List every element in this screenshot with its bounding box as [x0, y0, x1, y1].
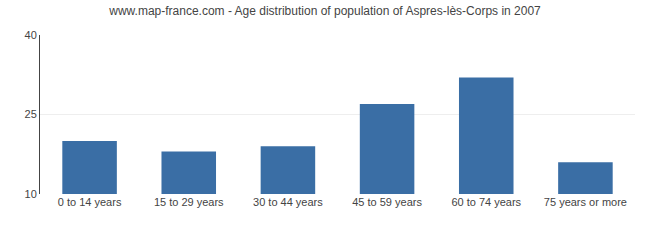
svg-text:75 years or more: 75 years or more	[544, 196, 627, 208]
svg-text:60 to 74 years: 60 to 74 years	[451, 196, 521, 208]
svg-text:40: 40	[25, 29, 37, 41]
svg-text:25: 25	[25, 108, 37, 120]
svg-text:www.map-france.com - Age distr: www.map-france.com - Age distribution of…	[108, 4, 541, 18]
svg-text:45 to 59 years: 45 to 59 years	[352, 196, 422, 208]
svg-text:30 to 44 years: 30 to 44 years	[253, 196, 323, 208]
svg-text:0 to 14 years: 0 to 14 years	[58, 196, 122, 208]
svg-text:15 to 29 years: 15 to 29 years	[154, 196, 224, 208]
svg-text:10: 10	[25, 188, 37, 200]
